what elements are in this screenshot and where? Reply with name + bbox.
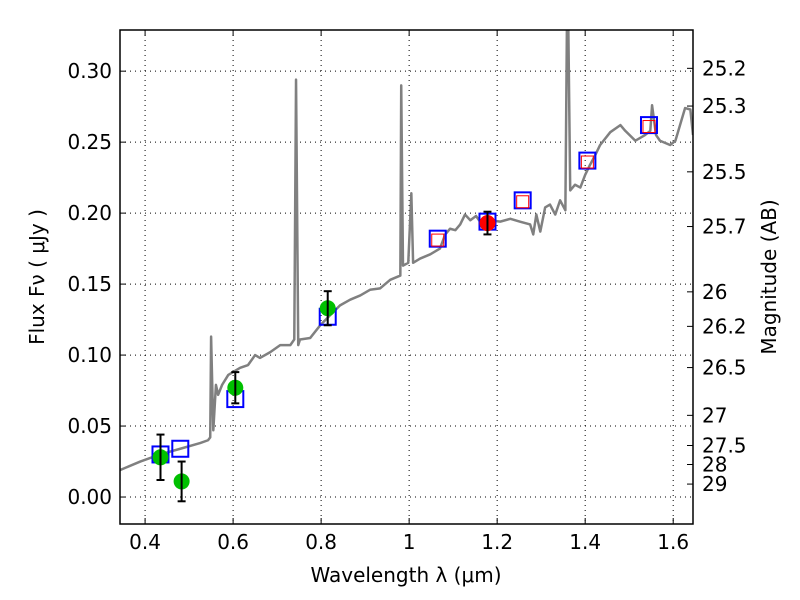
right-axis-label: Magnitude (AB): [757, 199, 781, 354]
right-tick-label: 26.5: [702, 356, 747, 380]
right-tick-label: 27: [702, 403, 727, 427]
red-square-marker: [516, 195, 530, 209]
right-tick-label: 25.2: [702, 56, 747, 80]
x-tick-label: 0.6: [217, 530, 249, 554]
red-square-marker: [431, 233, 445, 247]
x-tick-label: 1: [403, 530, 416, 554]
blue-square-marker: [513, 191, 532, 210]
right-tick-label: 25.3: [702, 94, 747, 118]
blue-square-marker: [428, 229, 447, 248]
red-square-marker: [580, 155, 594, 169]
right-tick-label: 28: [702, 453, 727, 477]
y-tick-label: 0.10: [67, 343, 112, 367]
blue-square-marker: [578, 151, 597, 170]
right-tick-label: 25.5: [702, 160, 747, 184]
x-tick-label: 1.2: [481, 530, 513, 554]
plot-marks: [120, 30, 693, 503]
y-tick-label: 0.25: [67, 130, 112, 154]
x-tick-label: 0.8: [305, 530, 337, 554]
grid: [120, 30, 693, 524]
right-tick-label: 29: [702, 472, 727, 496]
right-tick-label: 27.5: [702, 433, 747, 457]
y-axis-label: Flux Fν ( μJy ): [25, 209, 49, 345]
y-tick-label: 0.15: [67, 272, 112, 296]
blue-square-marker: [171, 439, 190, 458]
y-tick-label: 0.30: [67, 59, 112, 83]
x-tick-label: 1.4: [569, 530, 601, 554]
x-tick-label: 0.4: [129, 530, 161, 554]
right-tick-label: 26: [702, 280, 727, 304]
x-tick-label: 1.6: [657, 530, 689, 554]
x-axis-label: Wavelength λ (μm): [310, 563, 501, 587]
y-tick-label: 0.05: [67, 414, 112, 438]
plot-frame: [119, 29, 694, 525]
y-tick-label: 0.20: [67, 201, 112, 225]
ticks: 0.4 0.6 0.8 1 1.2 1.4 1.6 0.00 0.05 0.10 0.15 0.20 0…: [67, 30, 747, 554]
right-tick-label: 26.2: [702, 314, 747, 338]
blue-square-marker: [639, 116, 658, 135]
red-square-marker: [642, 120, 656, 134]
y-tick-label: 0.00: [67, 485, 112, 509]
right-tick-label: 25.7: [702, 215, 747, 239]
